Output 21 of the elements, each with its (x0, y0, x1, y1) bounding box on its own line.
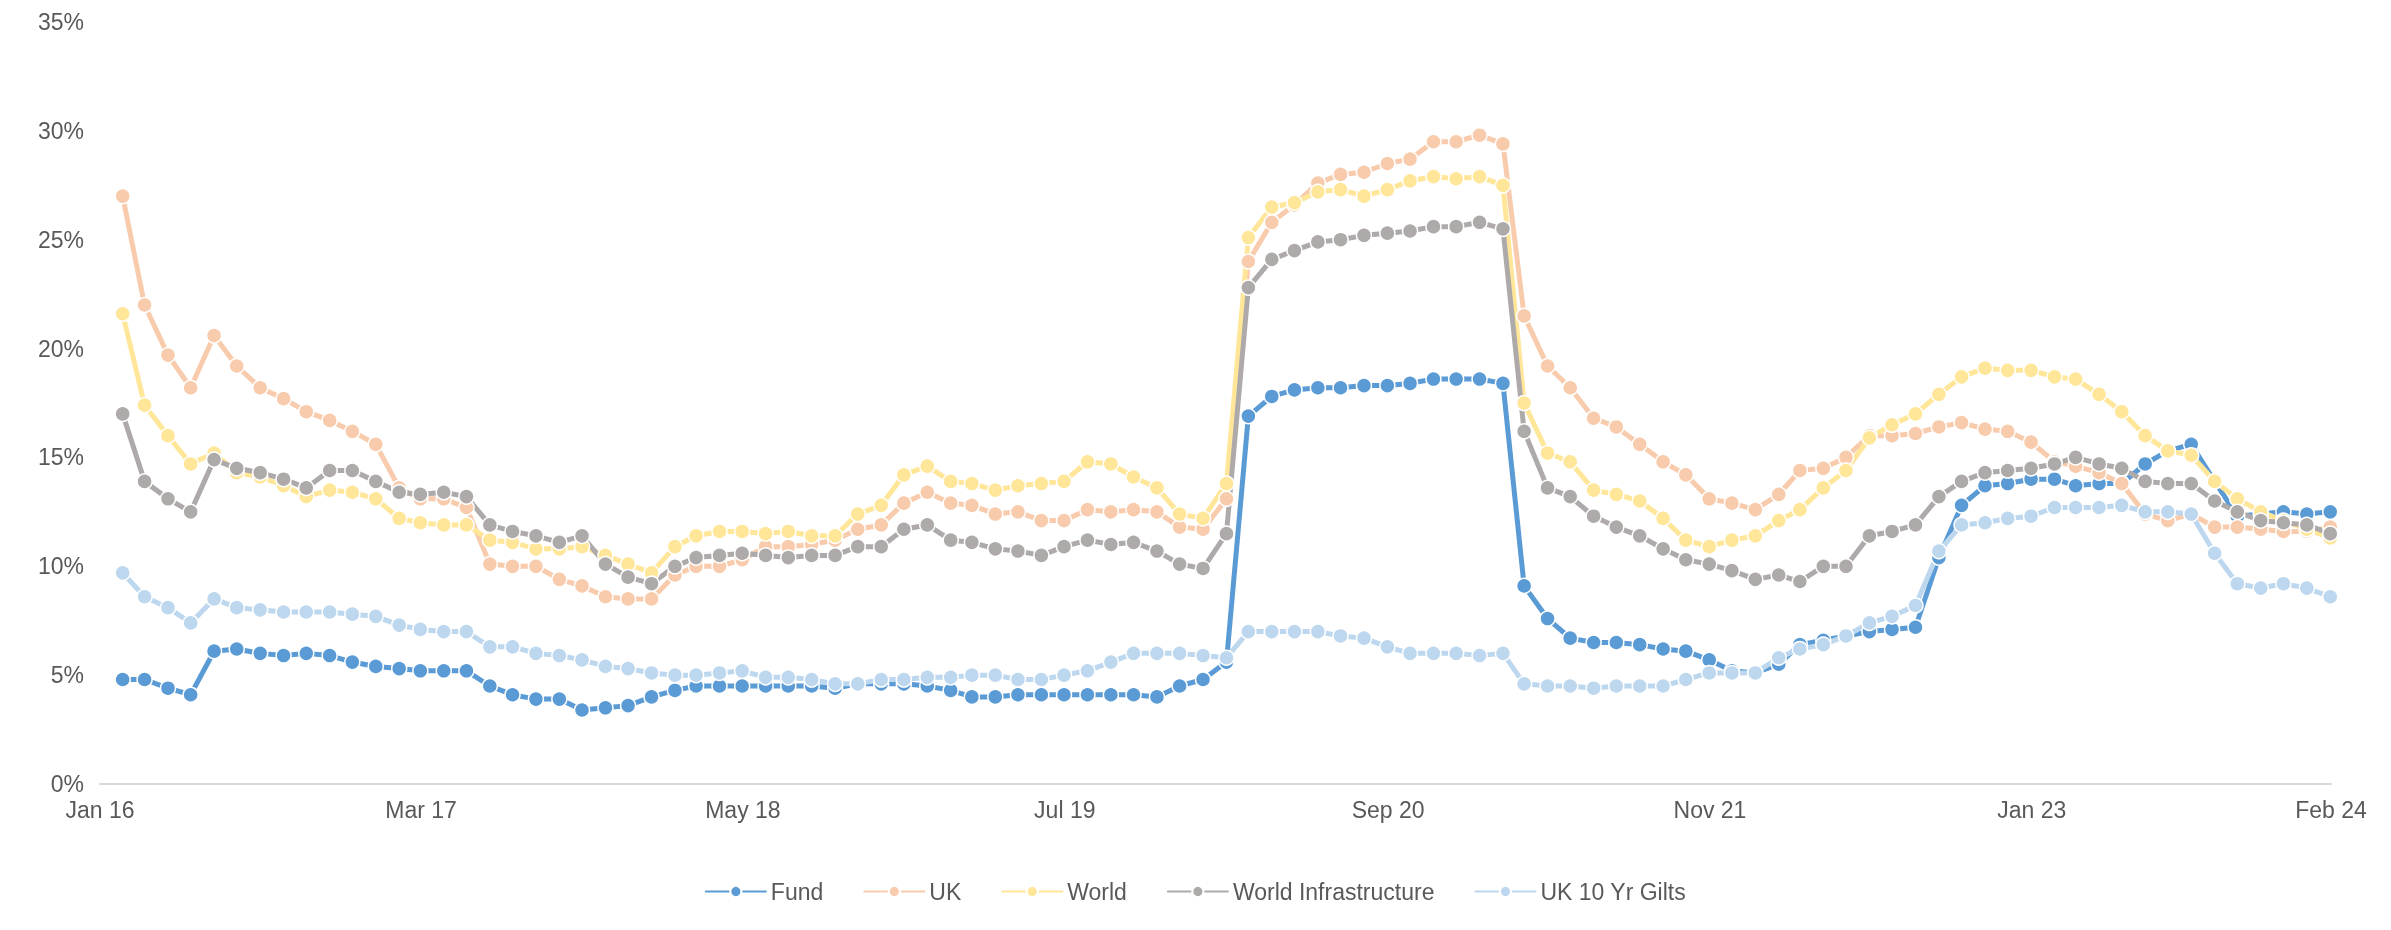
legend-label: UK 10 Yr Gilts (1540, 878, 1686, 905)
legend-label: World (1067, 878, 1127, 905)
x-tick-label: Jul 19 (1034, 796, 1096, 823)
legend-label: World Infrastructure (1232, 878, 1435, 905)
x-tick-label: Jan 23 (1997, 796, 2067, 823)
y-tick-label: 30% (37, 117, 84, 144)
y-tick-label: 10% (37, 553, 84, 580)
y-tick-label: 25% (37, 226, 84, 253)
x-tick-label: Sep 20 (1351, 796, 1425, 823)
x-tick-label: Mar 17 (385, 796, 457, 823)
y-tick-label: 0% (50, 771, 84, 797)
y-tick-label: 15% (37, 444, 84, 471)
y-tick-label: 20% (37, 335, 84, 362)
x-tick-label: Nov 21 (1673, 796, 1747, 823)
y-tick-label: 35% (37, 9, 84, 35)
legend-label: Fund (770, 878, 824, 905)
x-tick-label: May 18 (705, 796, 781, 823)
y-tick-label: 5% (50, 662, 84, 689)
x-tick-label: Feb 24 (2295, 796, 2368, 823)
x-tick-label: Jan 16 (65, 796, 135, 823)
legend-label: UK (929, 878, 962, 905)
